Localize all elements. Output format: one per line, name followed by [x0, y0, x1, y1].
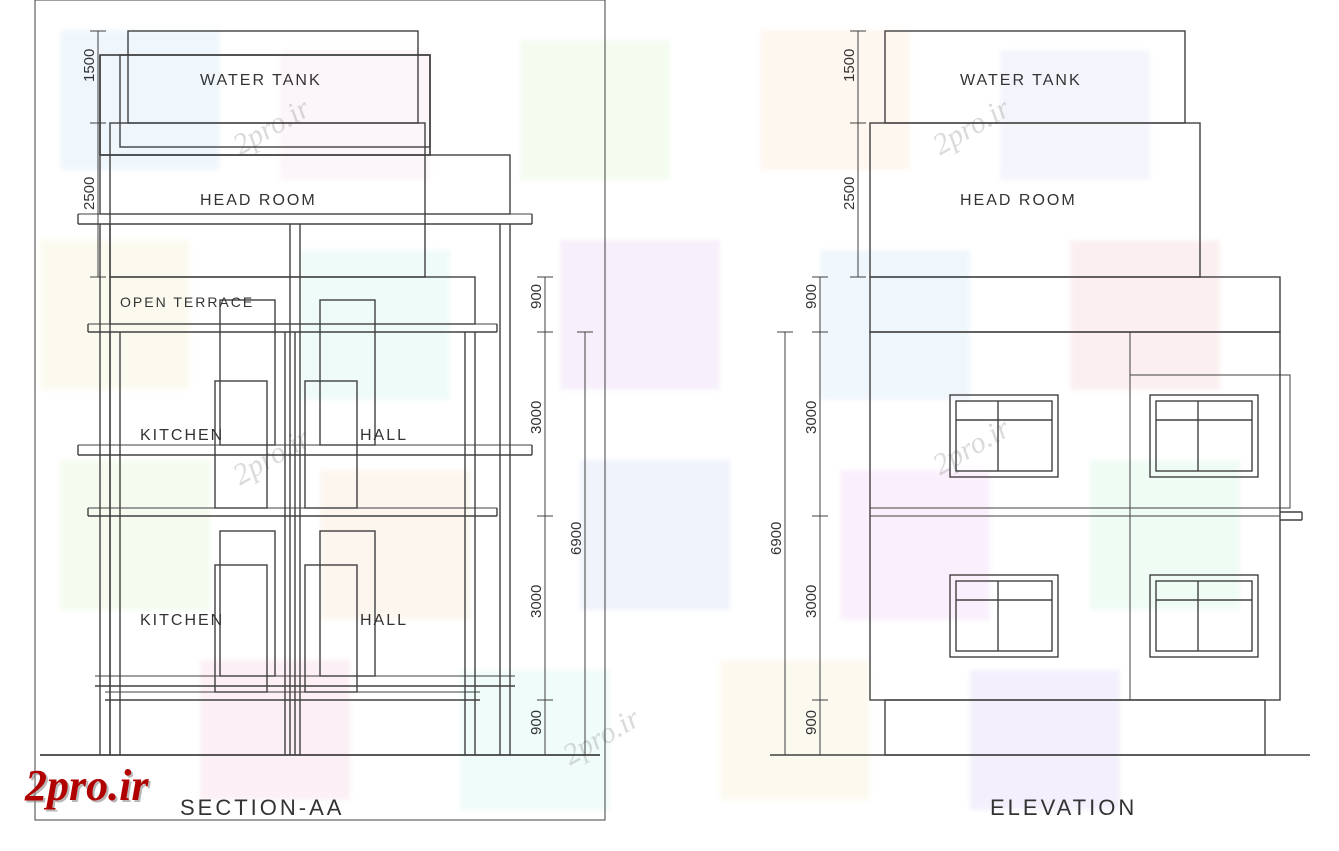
drawing-canvas: 2pro.ir2pro.ir2pro.ir2pro.ir2pro.ir [0, 0, 1339, 851]
section-hall-gf: HALL [360, 612, 408, 629]
section-dims-left: 1500 2500 [81, 31, 106, 277]
elev-tank-label: WATER TANK [960, 72, 1082, 89]
svg-text:900: 900 [528, 284, 545, 309]
section-title: SECTION-AA [180, 795, 344, 820]
svg-text:2500: 2500 [841, 177, 858, 210]
svg-text:900: 900 [803, 284, 820, 309]
svg-text:3000: 3000 [528, 401, 545, 434]
elevation: WATER TANK HEAD ROOM 1500 2500 900 30 [768, 31, 1310, 820]
section-headroom-label: HEAD ROOM [200, 192, 317, 209]
svg-text:3000: 3000 [528, 585, 545, 618]
svg-text:900: 900 [803, 710, 820, 735]
svg-text:3000: 3000 [803, 585, 820, 618]
svg-text:1500: 1500 [81, 49, 98, 82]
svg-text:2500: 2500 [81, 177, 98, 210]
svg-text:6900: 6900 [568, 522, 585, 555]
elev-window-gf-r [1150, 575, 1258, 657]
elevation-title: ELEVATION [990, 795, 1137, 820]
elev-window-ff [950, 395, 1058, 477]
svg-text:1500: 1500 [841, 49, 858, 82]
svg-text:6900: 6900 [768, 522, 785, 555]
section-hall-ff: HALL [360, 427, 408, 444]
section-kitchen-gf: KITCHEN [140, 612, 224, 629]
drawing-svg: WATER TANK HEAD ROOM OPEN TERRACE KITCHE… [0, 0, 1339, 851]
svg-text:900: 900 [528, 710, 545, 735]
logo: 2pro.ir [25, 760, 148, 811]
elev-window-ff-r [1150, 395, 1258, 477]
section-kitchen-ff: KITCHEN [140, 427, 224, 444]
section-dims-right2: 6900 [568, 332, 593, 755]
elev-window-gf [950, 575, 1058, 657]
section-terrace-label: OPEN TERRACE [120, 294, 254, 310]
elev-dims-outer: 6900 [768, 332, 793, 755]
elev-dims-upper: 1500 2500 [841, 31, 866, 277]
svg-text:3000: 3000 [803, 401, 820, 434]
elev-dims-inner: 900 3000 3000 900 [803, 277, 828, 755]
section-dims-right1: 900 3000 3000 900 [528, 277, 553, 755]
elev-headroom-label: HEAD ROOM [960, 192, 1077, 209]
section-drawing [40, 55, 600, 755]
section-tank-label: WATER TANK [200, 72, 322, 89]
section-upper-clean [100, 55, 430, 155]
